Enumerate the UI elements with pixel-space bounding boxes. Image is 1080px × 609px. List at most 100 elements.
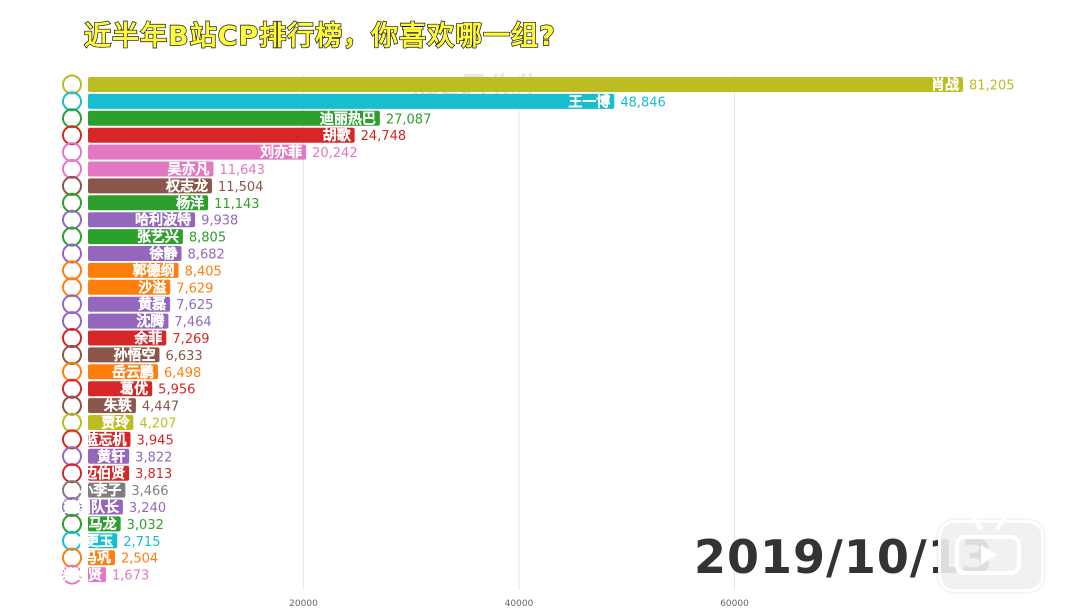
ring-icon xyxy=(62,192,82,213)
bar xyxy=(88,482,126,498)
bar xyxy=(88,381,153,397)
bar-name-label: 洪世贤 xyxy=(60,567,102,584)
bar-name-label: 张艺兴 xyxy=(137,229,179,246)
bar xyxy=(88,229,183,245)
bar xyxy=(88,330,167,346)
bar-name-label: 刘亦菲 xyxy=(260,144,302,161)
bar xyxy=(88,279,171,295)
bar-name-label: 徐静 xyxy=(149,246,178,263)
bar-value-label: 4,207 xyxy=(139,417,176,432)
bar xyxy=(88,516,121,532)
bar xyxy=(88,415,134,430)
ring-icon xyxy=(62,125,82,146)
bar xyxy=(88,313,169,329)
bar xyxy=(88,246,182,261)
bar-name-label: 边伯贤 xyxy=(82,465,125,482)
bar-value-label: 3,466 xyxy=(131,484,168,499)
bar xyxy=(88,296,171,312)
bar xyxy=(88,364,159,380)
bar-value-label: 1,673 xyxy=(112,569,149,584)
bar-value-label: 2,504 xyxy=(121,552,158,567)
bar-value-label: 11,504 xyxy=(218,180,264,195)
bar-value-label: 3,822 xyxy=(135,450,172,465)
ring-icon xyxy=(62,446,82,467)
ring-icon xyxy=(62,547,82,568)
bar xyxy=(88,448,130,464)
bar-name-label: 贾玲 xyxy=(101,415,130,432)
ring-icon xyxy=(62,209,82,230)
bar-name-label: 沙溢 xyxy=(138,279,166,296)
ring-icon xyxy=(62,142,82,163)
ring-icon xyxy=(62,311,82,332)
bar-name-label: 林更玉 xyxy=(71,533,113,550)
bar-value-label: 24,748 xyxy=(361,129,407,144)
bar xyxy=(88,465,130,481)
bar-value-label: 7,464 xyxy=(174,315,211,330)
bar xyxy=(88,347,160,363)
chart-title: 近半年B站CP排行榜，你喜欢哪一组? xyxy=(83,20,556,52)
ring-icon xyxy=(62,361,82,382)
bar-value-label: 8,405 xyxy=(185,264,222,279)
bar xyxy=(88,567,107,583)
bar-value-label: 2,715 xyxy=(123,535,160,550)
bar-name-label: 哈利波特 xyxy=(135,212,191,229)
ring-icon xyxy=(62,226,82,247)
ring-icon xyxy=(62,463,82,484)
bar-value-label: 6,498 xyxy=(164,366,201,381)
bar-value-label: 3,240 xyxy=(129,501,166,516)
play-icon xyxy=(981,545,997,565)
bar xyxy=(88,127,355,143)
bar-name-label: 胡歌 xyxy=(323,127,352,144)
bar-name-label: 冯巩 xyxy=(83,551,111,567)
ring-icon xyxy=(62,159,82,179)
ring-icon xyxy=(62,530,82,551)
bar xyxy=(88,93,615,109)
bar-name-label: 美国队长 xyxy=(63,499,120,516)
bar-value-label: 6,633 xyxy=(165,349,202,364)
ring-icon xyxy=(62,378,82,399)
bar xyxy=(88,262,179,278)
bar xyxy=(88,533,118,549)
bar xyxy=(88,178,212,194)
ring-icon xyxy=(62,74,82,95)
ring-icon xyxy=(62,497,82,517)
bar-value-label: 8,682 xyxy=(188,248,225,263)
ring-icon xyxy=(62,429,82,450)
bar xyxy=(88,499,123,515)
ring-icon xyxy=(62,328,82,348)
bar-name-label: 权志龙 xyxy=(165,178,208,195)
bar-value-label: 8,805 xyxy=(189,231,226,246)
bar-value-label: 4,447 xyxy=(142,400,179,415)
bar-value-label: 3,813 xyxy=(135,467,172,482)
bar-name-label: 葛优 xyxy=(119,381,148,398)
bar xyxy=(88,195,209,211)
bar-name-label: 小李子 xyxy=(79,482,121,499)
bar-name-label: 朱轶 xyxy=(104,398,133,415)
ring-icon xyxy=(62,395,82,416)
ring-icon xyxy=(62,344,82,365)
bar-value-label: 27,087 xyxy=(386,112,432,127)
ring-icon xyxy=(62,91,82,112)
bar-name-label: 杨洋 xyxy=(176,195,204,212)
bar-value-label: 9,938 xyxy=(201,214,238,229)
bar-name-label: 肖战 xyxy=(931,77,959,94)
bar-value-label: 11,643 xyxy=(219,163,264,178)
bar-name-label: 孙悟空 xyxy=(113,347,155,364)
bar xyxy=(88,431,131,447)
bar-value-label: 48,846 xyxy=(620,95,666,110)
ring-icon xyxy=(62,277,82,298)
bar-name-label: 沈腾 xyxy=(136,313,165,330)
bar xyxy=(88,212,196,228)
ring-icon xyxy=(62,294,82,315)
bar-name-label: 郭德纲 xyxy=(133,262,175,279)
play-button[interactable] xyxy=(938,515,1044,592)
bar-name-label: 吴亦凡 xyxy=(167,161,209,178)
ring-icon xyxy=(62,260,82,281)
bar xyxy=(88,77,963,92)
bar xyxy=(88,110,380,126)
bar-name-label: 迪丽热巴 xyxy=(320,110,376,127)
bar-name-label: 蓝忘机 xyxy=(85,431,127,448)
bar-value-label: 7,269 xyxy=(172,332,209,347)
tv-icon xyxy=(955,535,1021,575)
